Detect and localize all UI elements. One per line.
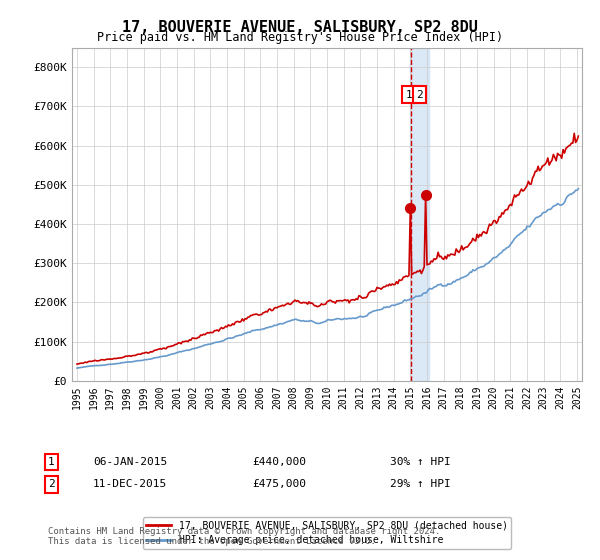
Bar: [410, 48, 428, 381]
Text: £475,000: £475,000: [252, 479, 306, 489]
Text: Price paid vs. HM Land Registry's House Price Index (HPI): Price paid vs. HM Land Registry's House …: [97, 31, 503, 44]
Text: 11-DEC-2015: 11-DEC-2015: [93, 479, 167, 489]
Legend: 17, BOUVERIE AVENUE, SALISBURY, SP2 8DU (detached house), HPI: Average price, de: 17, BOUVERIE AVENUE, SALISBURY, SP2 8DU …: [143, 516, 511, 549]
Text: 1: 1: [405, 90, 412, 100]
Text: 17, BOUVERIE AVENUE, SALISBURY, SP2 8DU: 17, BOUVERIE AVENUE, SALISBURY, SP2 8DU: [122, 20, 478, 35]
Text: 06-JAN-2015: 06-JAN-2015: [93, 457, 167, 467]
Text: 2: 2: [416, 90, 423, 100]
Text: £440,000: £440,000: [252, 457, 306, 467]
Text: 1: 1: [48, 457, 55, 467]
Text: Contains HM Land Registry data © Crown copyright and database right 2024.
This d: Contains HM Land Registry data © Crown c…: [48, 526, 440, 546]
Text: 29% ↑ HPI: 29% ↑ HPI: [390, 479, 451, 489]
Text: 30% ↑ HPI: 30% ↑ HPI: [390, 457, 451, 467]
Text: 2: 2: [48, 479, 55, 489]
